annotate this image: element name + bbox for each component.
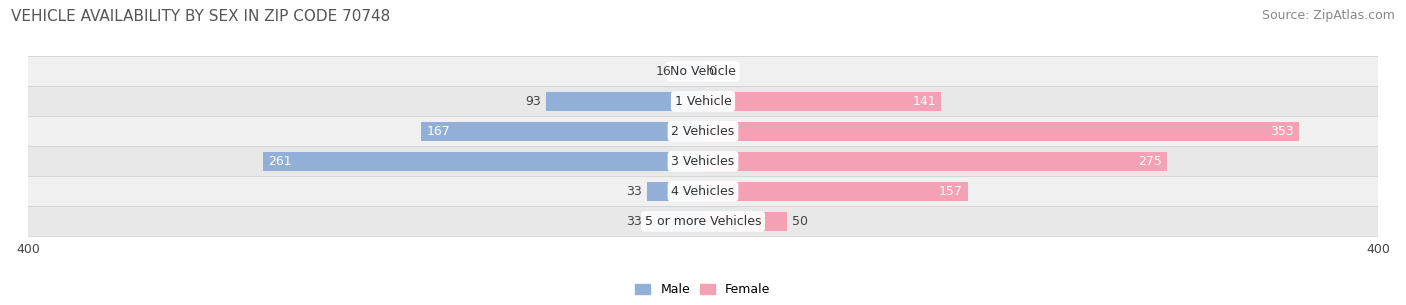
Bar — [703, 212, 787, 231]
Bar — [28, 146, 1378, 176]
Bar — [28, 117, 1378, 146]
Bar — [703, 182, 967, 201]
Legend: Male, Female: Male, Female — [630, 278, 776, 301]
Bar — [28, 176, 1378, 206]
Text: 4 Vehicles: 4 Vehicles — [672, 185, 734, 198]
Text: 167: 167 — [426, 125, 450, 138]
Bar — [647, 212, 703, 231]
Bar — [546, 92, 703, 111]
Text: 5 or more Vehicles: 5 or more Vehicles — [645, 215, 761, 228]
Text: 0: 0 — [709, 65, 716, 78]
Text: 157: 157 — [939, 185, 963, 198]
Bar — [703, 92, 941, 111]
Bar — [28, 206, 1378, 236]
Bar — [647, 182, 703, 201]
Bar — [422, 122, 703, 141]
Text: VEHICLE AVAILABILITY BY SEX IN ZIP CODE 70748: VEHICLE AVAILABILITY BY SEX IN ZIP CODE … — [11, 9, 391, 24]
Bar — [703, 122, 1299, 141]
Bar — [676, 62, 703, 81]
Text: 3 Vehicles: 3 Vehicles — [672, 155, 734, 168]
Text: 33: 33 — [627, 215, 643, 228]
Text: 1 Vehicle: 1 Vehicle — [675, 95, 731, 108]
Bar — [703, 152, 1167, 171]
Bar — [28, 86, 1378, 117]
Text: 261: 261 — [267, 155, 291, 168]
Bar — [28, 56, 1378, 86]
Text: 2 Vehicles: 2 Vehicles — [672, 125, 734, 138]
Text: No Vehicle: No Vehicle — [671, 65, 735, 78]
Text: Source: ZipAtlas.com: Source: ZipAtlas.com — [1261, 9, 1395, 22]
Text: 93: 93 — [526, 95, 541, 108]
Text: 16: 16 — [655, 65, 671, 78]
Text: 50: 50 — [793, 215, 808, 228]
Text: 275: 275 — [1137, 155, 1161, 168]
Bar — [263, 152, 703, 171]
Text: 141: 141 — [912, 95, 936, 108]
Text: 353: 353 — [1270, 125, 1294, 138]
Text: 33: 33 — [627, 185, 643, 198]
